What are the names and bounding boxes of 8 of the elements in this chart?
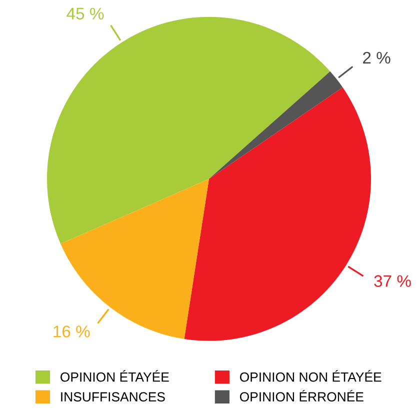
data-label: 37 % — [374, 275, 411, 287]
data-label: 16 % — [54, 326, 90, 338]
data-label: 45 % — [66, 8, 104, 20]
legend-label: OPINION ÉTAYÉE — [60, 370, 169, 382]
legend-label: OPINION ÉRRONÉE — [240, 390, 364, 402]
data-label: 2 % — [363, 52, 390, 64]
legend-label: OPINION NON ÉTAYÉE — [240, 370, 382, 382]
legend-label: INSUFFISANCES — [61, 392, 165, 402]
